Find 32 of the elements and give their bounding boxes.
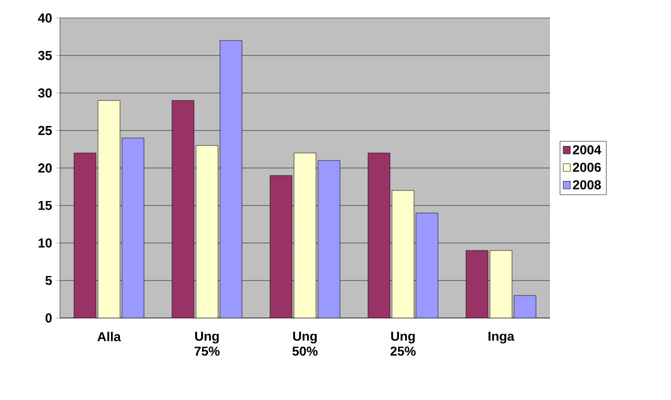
y-tick-label: 10 [38, 238, 52, 248]
y-tick-label: 20 [38, 163, 52, 173]
x-tick-label: Alla [97, 332, 121, 342]
x-tick-label: Ung 75% [194, 332, 220, 356]
bar [270, 175, 292, 318]
x-tick-label: Ung 25% [390, 332, 416, 356]
bar [172, 100, 194, 318]
bar [74, 152, 96, 318]
bar [392, 190, 414, 318]
bar [98, 100, 120, 318]
bar [416, 212, 438, 318]
x-tick-label: Inga [488, 332, 514, 344]
bar [490, 250, 512, 318]
y-tick-label: 15 [38, 200, 52, 210]
x-tick-label: Ung 50% [292, 332, 318, 356]
y-tick-label: 35 [38, 50, 52, 60]
bar [220, 40, 242, 318]
legend-label: 2004 [572, 145, 602, 154]
bar [466, 250, 488, 318]
y-tick-label: 5 [45, 276, 52, 286]
y-tick-label: 0 [46, 313, 52, 323]
bar [196, 145, 218, 318]
bar [318, 160, 340, 318]
legend-label: 2008 [572, 180, 601, 190]
y-tick-label: 25 [38, 126, 52, 136]
y-tick-label: 30 [38, 88, 52, 98]
bar [294, 152, 316, 318]
bar [122, 138, 144, 318]
y-tick-label: 40 [38, 13, 52, 23]
bar [514, 295, 536, 318]
bar [368, 152, 390, 318]
legend-label: 2006 [572, 162, 601, 172]
